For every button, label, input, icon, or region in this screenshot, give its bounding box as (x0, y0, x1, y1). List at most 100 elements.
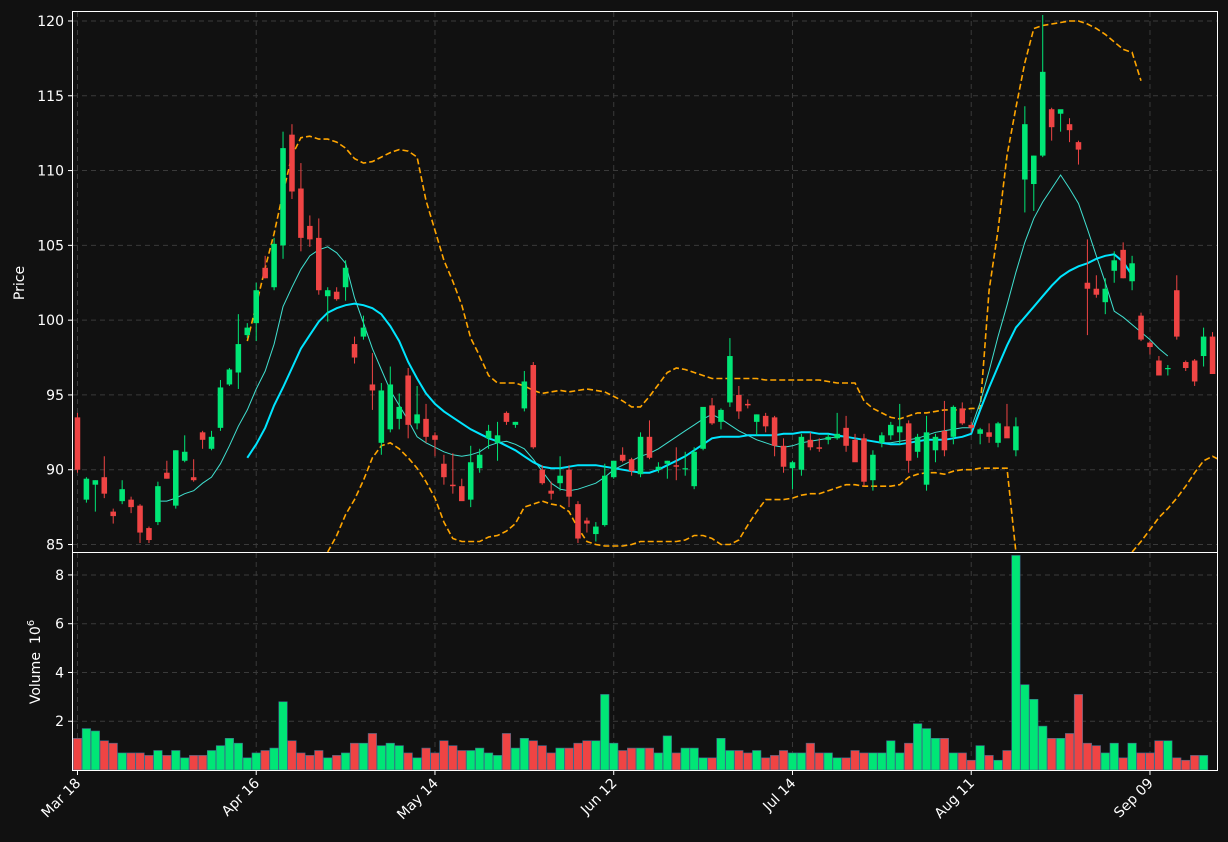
candle-body (441, 463, 447, 478)
volume-bar (725, 750, 735, 771)
candle-body (235, 344, 242, 373)
volume-bar (904, 742, 914, 771)
candle-body (977, 429, 983, 434)
candle-body (128, 499, 134, 508)
candle-body (1111, 260, 1117, 271)
volume-bar (1064, 733, 1075, 771)
candle-body (566, 469, 572, 497)
candle-body (736, 394, 742, 412)
volume-bar (671, 752, 681, 771)
candle-body (959, 408, 966, 424)
volume-bar (385, 742, 395, 771)
volume-bar (743, 752, 753, 771)
candle-body (512, 421, 519, 425)
price-y-tick-label: 90 (46, 463, 64, 479)
candle-body (798, 436, 805, 470)
volume-axis-exponent-power: 6 (26, 620, 37, 626)
volume-bar (591, 740, 601, 771)
volume-bar (609, 742, 619, 771)
candle-body (619, 454, 626, 461)
volume-bar (349, 742, 360, 771)
volume-bar (913, 723, 923, 771)
volume-bar (1047, 738, 1057, 771)
candle-body (1039, 71, 1046, 156)
volume-bar (555, 747, 565, 771)
volume-bar (448, 745, 458, 771)
volume-bar (251, 752, 261, 771)
volume-bar (859, 752, 869, 771)
volume-bar (841, 757, 851, 771)
volume-bar (466, 750, 476, 771)
volume-bar (180, 757, 190, 771)
volume-bar (242, 757, 252, 771)
volume-bar (877, 752, 887, 771)
volume-bar (1181, 759, 1191, 771)
price-y-tick-label: 120 (37, 14, 64, 30)
candle-body (173, 450, 179, 506)
candle-body (190, 477, 197, 481)
candle-body (1120, 249, 1126, 279)
volume-bar (886, 740, 896, 771)
volume-bar (72, 738, 83, 771)
candle-body (74, 417, 81, 470)
volume-bar (510, 747, 520, 771)
price-y-tick-label: 110 (37, 164, 64, 180)
candle-body (494, 435, 501, 443)
volume-bar (162, 755, 172, 771)
candle-body (610, 460, 617, 478)
volume-bar (457, 750, 467, 771)
price-y-tick-label: 115 (37, 89, 64, 105)
candle-body (342, 267, 349, 288)
candle-body (1191, 360, 1198, 382)
volume-bar (948, 752, 958, 771)
candle-body (852, 439, 858, 463)
price-y-tick-label: 105 (37, 238, 64, 254)
candle-body (208, 436, 215, 449)
volume-bar (653, 752, 663, 771)
candle-body (709, 405, 715, 424)
price-panel: 85 90 95 100 105 110 115 120 Price (12, 11, 1218, 554)
volume-bar (1020, 684, 1030, 771)
candle-body (602, 475, 608, 526)
volume-bar (323, 757, 333, 771)
candle-body (986, 432, 992, 437)
candle-body (423, 418, 429, 437)
volume-bar (439, 740, 449, 771)
volume-bar (537, 745, 547, 771)
volume-bar (260, 750, 270, 771)
volume-bar (814, 752, 824, 771)
candle-body (896, 426, 903, 433)
price-y-tick-label: 100 (37, 313, 64, 329)
volume-bar (1172, 757, 1182, 771)
candle-body (119, 489, 125, 502)
candle-body (432, 435, 438, 440)
candle-body (459, 486, 465, 502)
candle-body (888, 424, 894, 436)
volume-bar (966, 759, 976, 771)
volume-bar (600, 694, 610, 771)
candle-body (905, 423, 912, 461)
volume-bar (1199, 755, 1209, 771)
candle-body (405, 375, 411, 425)
candle-body (414, 414, 420, 424)
volume-bar (305, 755, 315, 771)
volume-bar (850, 750, 860, 771)
candle-body (718, 409, 724, 422)
candle-body (646, 436, 653, 458)
candle-body (226, 369, 233, 385)
candle-body (155, 486, 161, 523)
volume-bars (72, 555, 1209, 771)
candle-body (1075, 142, 1082, 150)
candle-body (351, 344, 358, 358)
candle-body (1138, 315, 1144, 340)
volume-bar (224, 738, 234, 771)
candle-body (941, 430, 948, 451)
volume-bar (367, 733, 377, 771)
volume-bar (796, 752, 806, 771)
volume-bar (1109, 742, 1119, 771)
volume-bar (1002, 750, 1012, 771)
candle-body (1147, 342, 1153, 348)
volume-bar (1073, 694, 1084, 771)
volume-bar (832, 757, 842, 771)
